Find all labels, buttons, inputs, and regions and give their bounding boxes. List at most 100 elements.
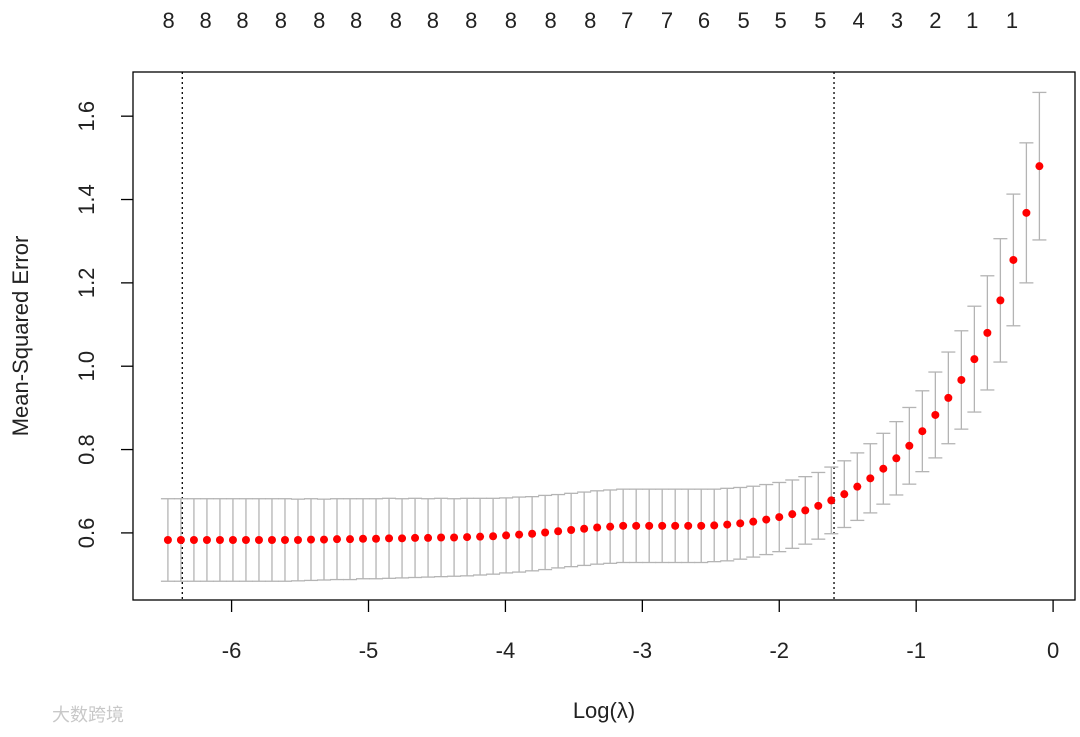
point — [892, 454, 901, 463]
point — [905, 441, 914, 450]
point — [228, 535, 237, 544]
point — [580, 524, 589, 533]
point — [567, 525, 576, 534]
point — [827, 496, 836, 505]
point — [437, 533, 446, 542]
point — [983, 328, 992, 337]
point — [814, 501, 823, 510]
point — [528, 529, 537, 538]
point — [775, 513, 784, 522]
y-tick-label: 1.6 — [74, 101, 99, 132]
point — [931, 410, 940, 419]
point — [333, 535, 342, 544]
point — [202, 535, 211, 544]
point — [554, 527, 563, 536]
point — [606, 522, 615, 531]
point — [1035, 162, 1044, 171]
point — [541, 528, 550, 537]
x-tick-label: -2 — [769, 638, 789, 663]
top-tick-label: 8 — [199, 8, 211, 33]
point — [619, 521, 628, 530]
point — [918, 427, 927, 436]
watermark: 大数跨境 — [52, 705, 124, 725]
top-tick-label: 5 — [814, 8, 826, 33]
point — [398, 534, 407, 543]
top-tick-label: 8 — [544, 8, 556, 33]
y-axis-label: Mean-Squared Error — [8, 236, 33, 437]
point — [944, 393, 953, 402]
top-tick-label: 8 — [313, 8, 325, 33]
top-tick-label: 8 — [236, 8, 248, 33]
y-tick-label: 1.2 — [74, 268, 99, 299]
point — [476, 532, 485, 541]
point — [736, 519, 745, 528]
top-tick-label: 8 — [584, 8, 596, 33]
point — [346, 535, 355, 544]
point — [320, 535, 329, 544]
point — [463, 533, 472, 542]
x-tick-label: -4 — [496, 638, 516, 663]
x-tick-label: 0 — [1047, 638, 1059, 663]
top-tick-label: 2 — [929, 8, 941, 33]
x-axis-label: Log(λ) — [573, 698, 635, 723]
point — [293, 535, 302, 544]
plot-frame — [132, 71, 1076, 601]
point — [593, 523, 602, 532]
top-tick-label: 1 — [966, 8, 978, 33]
y-tick-label: 1.4 — [74, 184, 99, 215]
point — [411, 533, 420, 542]
x-tick-label: -6 — [222, 638, 242, 663]
point — [723, 520, 732, 529]
top-tick-label: 8 — [390, 8, 402, 33]
y-tick-label: 0.6 — [74, 518, 99, 549]
top-tick-label: 7 — [661, 8, 673, 33]
point — [853, 482, 862, 491]
point — [280, 535, 289, 544]
point — [658, 521, 667, 530]
top-tick-label: 4 — [853, 8, 865, 33]
top-tick-label: 8 — [465, 8, 477, 33]
top-tick-label: 8 — [275, 8, 287, 33]
point — [645, 521, 654, 530]
top-tick-label: 5 — [775, 8, 787, 33]
point — [710, 521, 719, 530]
point — [489, 532, 498, 541]
point — [1009, 255, 1018, 264]
point — [502, 531, 511, 540]
top-tick-label: 5 — [738, 8, 750, 33]
top-tick-label: 7 — [621, 8, 633, 33]
point — [866, 474, 875, 483]
top-tick-label: 3 — [891, 8, 903, 33]
top-tick-label: 6 — [698, 8, 710, 33]
top-tick-label: 1 — [1006, 8, 1018, 33]
point — [788, 510, 797, 519]
point — [385, 534, 394, 543]
x-tick-label: -1 — [906, 638, 926, 663]
point — [879, 464, 888, 473]
top-tick-label: 8 — [350, 8, 362, 33]
point — [840, 490, 849, 499]
point — [306, 535, 315, 544]
point — [163, 535, 172, 544]
point — [632, 521, 641, 530]
point — [215, 535, 224, 544]
point — [996, 296, 1005, 305]
point — [424, 533, 433, 542]
point — [684, 521, 693, 530]
point — [450, 533, 459, 542]
top-tick-label: 8 — [505, 8, 517, 33]
point — [241, 535, 250, 544]
point — [697, 521, 706, 530]
point — [267, 535, 276, 544]
point — [176, 535, 185, 544]
x-tick-label: -3 — [633, 638, 653, 663]
point — [749, 517, 758, 526]
point — [1022, 208, 1031, 217]
x-tick-label: -5 — [359, 638, 379, 663]
top-tick-label: 8 — [162, 8, 174, 33]
point — [970, 355, 979, 364]
top-tick-label: 8 — [427, 8, 439, 33]
point — [957, 375, 966, 384]
point — [372, 534, 381, 543]
